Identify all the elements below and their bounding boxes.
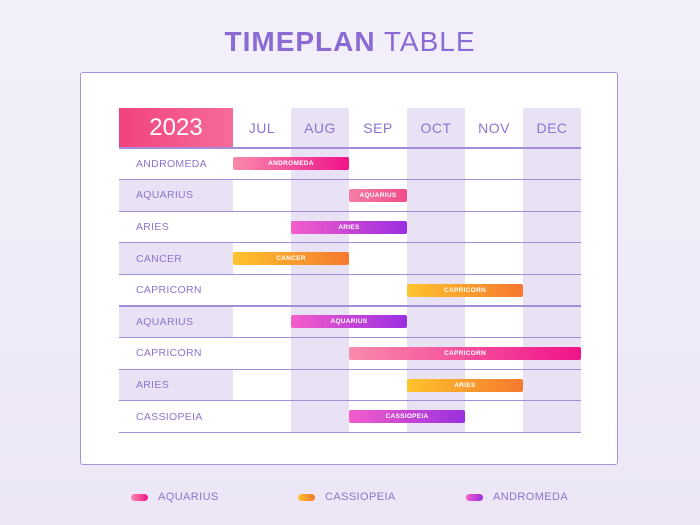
timeline-bar: ARIES bbox=[407, 378, 523, 392]
row-label: AQUARIUS bbox=[136, 189, 194, 202]
row-divider bbox=[119, 431, 581, 433]
row-label: CAPRICORN bbox=[136, 347, 202, 360]
year-cell: 2023 bbox=[119, 108, 233, 148]
row-label-shade bbox=[119, 306, 233, 338]
legend-label: CASSIOPEIA bbox=[325, 491, 396, 503]
timeline-bar: CAPRICORN bbox=[349, 346, 581, 360]
legend-swatch bbox=[298, 493, 315, 501]
row-label: CASSIOPEIA bbox=[136, 410, 203, 423]
timeline-bar: CASSIOPEIA bbox=[349, 410, 465, 424]
row-divider bbox=[119, 337, 581, 339]
legend-swatch bbox=[466, 493, 483, 501]
row-divider bbox=[119, 305, 581, 307]
timeplan-grid: 2023 JUL AUG SEP OCT NOV DEC ANDROMEDA ANDROMED… bbox=[119, 108, 581, 433]
legend-item: AQUARIUS bbox=[131, 490, 219, 504]
timeline-bar: ANDROMEDA bbox=[233, 157, 349, 171]
month-header: DEC bbox=[536, 120, 568, 136]
month-header: OCT bbox=[420, 120, 452, 136]
timeline-bar: CAPRICORN bbox=[407, 283, 523, 297]
row-divider bbox=[119, 179, 581, 181]
month-header: JUL bbox=[248, 120, 276, 136]
legend-label: ANDROMEDA bbox=[493, 491, 569, 503]
month-column-shade bbox=[523, 108, 581, 433]
timeline-bar: CANCER bbox=[233, 252, 349, 266]
timeline-bar: AQUARIUS bbox=[291, 315, 407, 329]
row-divider bbox=[119, 273, 581, 275]
legend-item: ANDROMEDA bbox=[466, 490, 568, 504]
month-header: AUG bbox=[304, 120, 336, 136]
row-label: AQUARIUS bbox=[136, 315, 194, 328]
row-divider bbox=[119, 147, 581, 149]
month-header: NOV bbox=[478, 120, 510, 136]
row-divider bbox=[119, 210, 581, 212]
row-divider bbox=[119, 400, 581, 402]
row-divider bbox=[119, 242, 581, 244]
row-label-shade bbox=[119, 242, 233, 275]
row-label: ARIES bbox=[136, 378, 170, 391]
page-title: TIMEPLAN TABLE bbox=[0, 26, 700, 58]
month-column-shade bbox=[407, 108, 465, 433]
row-label: ANDROMEDA bbox=[136, 157, 207, 170]
row-label-shade bbox=[119, 369, 233, 401]
row-label: CANCER bbox=[136, 252, 183, 265]
legend-swatch bbox=[131, 493, 148, 501]
row-divider bbox=[119, 368, 581, 370]
row-label: ARIES bbox=[136, 220, 170, 233]
title-rest: TABLE bbox=[375, 26, 476, 57]
timeline-bar: ARIES bbox=[291, 220, 407, 234]
month-header: SEP bbox=[363, 120, 393, 136]
row-label-shade bbox=[119, 179, 233, 212]
legend-item: CASSIOPEIA bbox=[298, 490, 396, 504]
legend-label: AQUARIUS bbox=[158, 491, 219, 503]
row-label: CAPRICORN bbox=[136, 284, 202, 297]
timeline-bar: AQUARIUS bbox=[349, 188, 407, 202]
title-bold: TIMEPLAN bbox=[224, 26, 376, 57]
